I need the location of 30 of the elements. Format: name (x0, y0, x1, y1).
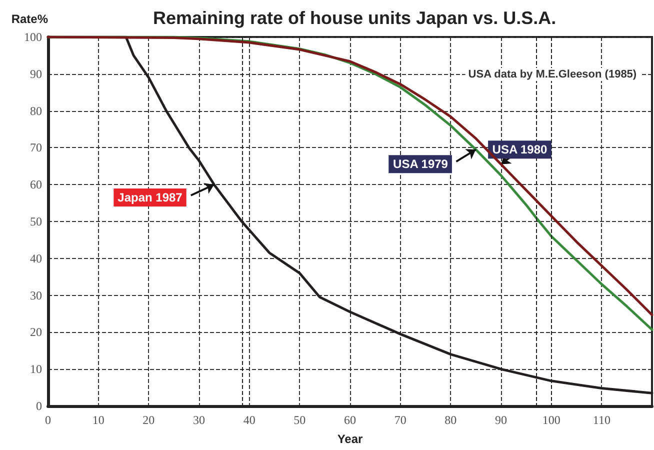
x-tick-label: 90 (495, 413, 507, 427)
y-tick-label: 60 (30, 178, 42, 192)
x-tick-label: 60 (344, 413, 356, 427)
y-tick-label: 100 (24, 30, 42, 44)
chart-title: Remaining rate of house units Japan vs. U.S.A. (153, 8, 556, 28)
text: USA 1979 (393, 157, 448, 172)
y-tick-label: 10 (30, 362, 42, 376)
y-tick-label: 70 (30, 140, 42, 155)
series-label: USA 1980 (492, 142, 548, 157)
x-axis-title: Year (337, 432, 364, 446)
x-tick-label: 50 (294, 413, 306, 427)
y-tick-label: 80 (30, 104, 42, 118)
x-tick-label: 30 (193, 413, 205, 427)
x-tick-label: 10 (92, 413, 104, 427)
y-tick-label: 20 (30, 325, 42, 340)
y-tick-label: 0 (36, 399, 42, 413)
x-tick-label: 70 (394, 413, 406, 427)
x-tick-label: 110 (592, 413, 610, 427)
annotation: USA data by M.E.Gleeson (1985) (468, 68, 637, 80)
x-tick-label: 100 (542, 413, 560, 427)
x-tick-label: 20 (142, 413, 155, 427)
y-axis-title: Rate% (11, 12, 48, 26)
text: Japan 1987 (118, 190, 183, 205)
y-tick-label: 30 (30, 288, 42, 302)
x-tick-label: 40 (243, 413, 256, 427)
y-tick-label: 90 (30, 66, 42, 81)
y-tick-label: 40 (30, 251, 42, 266)
x-tick-label: 0 (45, 413, 51, 427)
x-tick-label: 80 (444, 413, 457, 427)
y-tick-label: 50 (30, 214, 42, 228)
